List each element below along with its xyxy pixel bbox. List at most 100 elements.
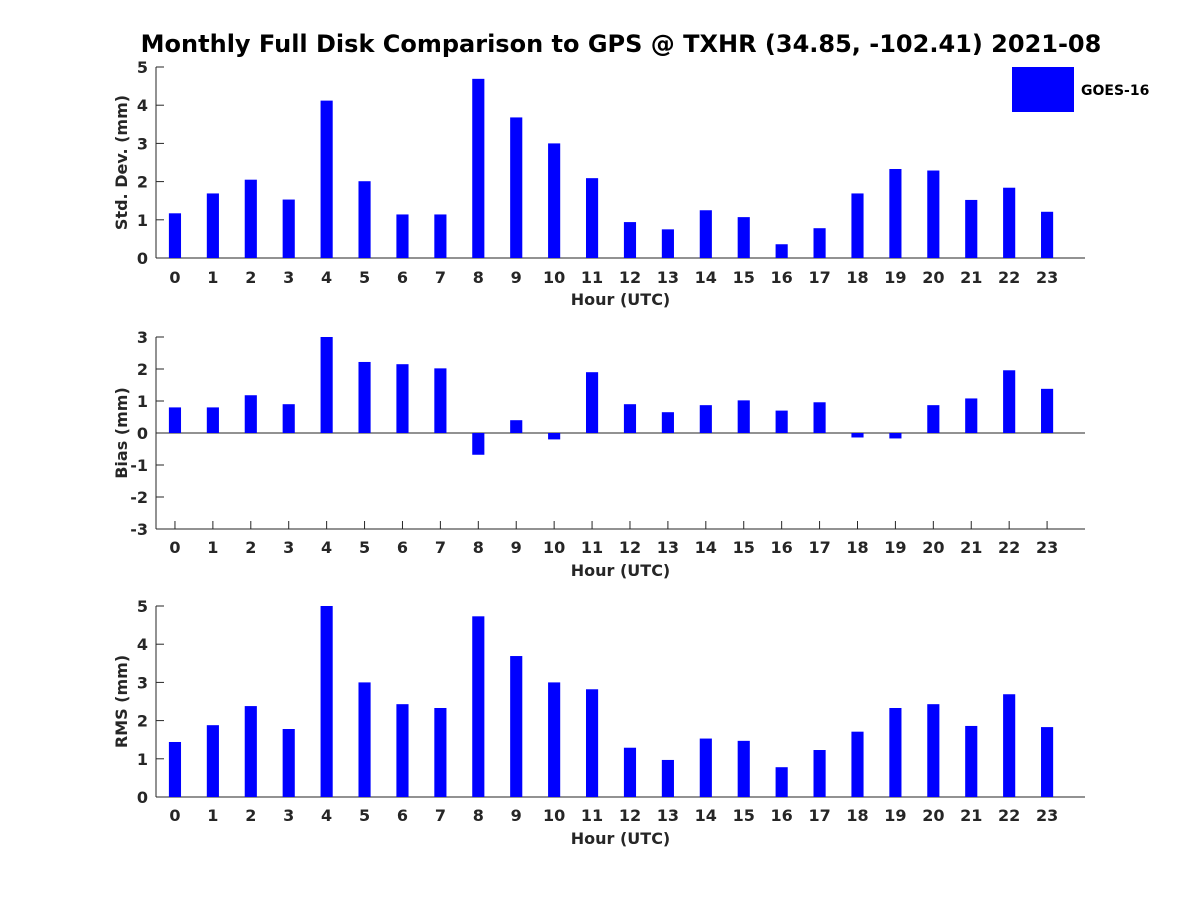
- panel-2-y-tick-label: -1: [130, 456, 148, 475]
- panel-3-y-tick-label: 4: [137, 635, 148, 654]
- panel-3-x-tick-label: 16: [771, 806, 793, 825]
- panel-2-bar-23: [1041, 388, 1054, 433]
- panel-1-x-tick-label: 9: [511, 268, 522, 287]
- panel-1-x-tick-label: 12: [619, 268, 641, 287]
- panel-3-bar-12: [623, 747, 637, 797]
- figure-title: Monthly Full Disk Comparison to GPS @ TX…: [140, 30, 1102, 58]
- panel-3-bar-2: [244, 706, 257, 797]
- panel-3-y-axis-label: RMS (mm): [112, 655, 131, 748]
- legend-label: GOES-16: [1081, 83, 1149, 99]
- panel-2-bar-16: [775, 410, 788, 433]
- panel-3-x-tick-label: 11: [581, 806, 603, 825]
- panel-1-bar-6: [396, 214, 409, 258]
- panel-1-bar-23: [1041, 211, 1054, 258]
- panel-3-bar-10: [548, 682, 561, 797]
- panel-3-x-axis-label: Hour (UTC): [571, 829, 671, 848]
- panel-1-x-tick-label: 13: [657, 268, 679, 287]
- panel-3-x-tick-label: 5: [359, 806, 370, 825]
- panel-3-bar-11: [585, 689, 599, 797]
- panel-2-x-axis-label: Hour (UTC): [571, 561, 671, 580]
- panel-1-x-tick-label: 0: [169, 268, 180, 287]
- panel-3-bar-8: [472, 616, 485, 797]
- panel-1-x-tick-label: 10: [543, 268, 565, 287]
- panel-1-bar-15: [737, 217, 750, 258]
- panel-3-x-tick-label: 3: [283, 806, 294, 825]
- panel-1-bar-5: [358, 181, 371, 258]
- panel-1-x-axis-label: Hour (UTC): [571, 290, 671, 309]
- panel-2-bar-11: [585, 372, 599, 433]
- panel-3-x-tick-label: 1: [207, 806, 218, 825]
- panel-3-x-tick-label: 6: [397, 806, 408, 825]
- panel-2-bar-15: [737, 400, 750, 433]
- panel-3-x-tick-label: 23: [1036, 806, 1058, 825]
- panel-1-x-tick-label: 7: [435, 268, 446, 287]
- panel-3-bar-0: [168, 741, 182, 797]
- panel-1-x-tick-label: 16: [771, 268, 793, 287]
- panel-3-x-tick-label: 21: [960, 806, 982, 825]
- panel-3-x-tick-label: 22: [998, 806, 1020, 825]
- panel-2-bar-20: [927, 405, 940, 433]
- panel-3-x-tick-label: 7: [435, 806, 446, 825]
- panel-2-y-tick-label: 1: [137, 392, 148, 411]
- panel-3-bar-14: [699, 738, 712, 797]
- panel-1-bar-18: [851, 193, 864, 258]
- panel-2-x-tick-label: 5: [359, 538, 370, 557]
- panel-3-x-tick-label: 8: [473, 806, 484, 825]
- panel-2-bar-9: [510, 420, 523, 433]
- panel-3-x-tick-label: 15: [733, 806, 755, 825]
- panel-2-x-tick-label: 11: [581, 538, 603, 557]
- panel-2-y-tick-label: -2: [130, 488, 148, 507]
- panel-3-y-tick-label: 1: [137, 750, 148, 769]
- panel-1-bar-8: [472, 78, 485, 258]
- legend-swatch: [1012, 67, 1074, 112]
- panel-1-x-tick-label: 20: [922, 268, 944, 287]
- panel-1-x-tick-label: 21: [960, 268, 982, 287]
- panel-3-bar-23: [1041, 727, 1054, 797]
- panel-1-x-tick-label: 23: [1036, 268, 1058, 287]
- panel-3-y-tick-label: 0: [137, 788, 148, 807]
- panel-1-y-tick-label: 0: [137, 249, 148, 268]
- panel-3-bar-19: [889, 707, 902, 797]
- panel-3-bar-9: [510, 656, 523, 797]
- panel-1-bar-21: [965, 199, 978, 258]
- panel-1-bar-1: [206, 193, 219, 258]
- panel-1-bar-2: [244, 179, 257, 258]
- panel-2-x-tick-label: 12: [619, 538, 641, 557]
- panel-2-x-tick-label: 19: [884, 538, 906, 557]
- panel-1-bar-11: [585, 178, 599, 258]
- panel-3-y-tick-label: 3: [137, 673, 148, 692]
- panel-1-x-tick-label: 6: [397, 268, 408, 287]
- panel-2-bar-5: [358, 361, 371, 433]
- panel-2-bar-3: [282, 404, 295, 433]
- panel-1-bar-0: [168, 213, 182, 258]
- panel-1-bar-22: [1003, 187, 1016, 258]
- panel-2-bar-13: [661, 412, 674, 433]
- panel-3-x-tick-label: 13: [657, 806, 679, 825]
- panel-2-bar-2: [244, 395, 257, 433]
- panel-1-x-tick-label: 14: [695, 268, 717, 287]
- panel-2-bar-8: [472, 433, 485, 455]
- panel-3-bar-18: [851, 731, 864, 797]
- panel-2-x-tick-label: 23: [1036, 538, 1058, 557]
- panel-1-x-tick-label: 3: [283, 268, 294, 287]
- panel-3-x-tick-label: 14: [695, 806, 717, 825]
- panel-3-bar-7: [434, 707, 447, 797]
- panel-1-y-tick-label: 3: [137, 134, 148, 153]
- panel-2-x-tick-label: 8: [473, 538, 484, 557]
- panel-1-bar-3: [282, 199, 295, 258]
- panel-2-x-tick-label: 0: [169, 538, 180, 557]
- panel-1-x-tick-label: 11: [581, 268, 603, 287]
- panel-3-x-tick-label: 18: [846, 806, 868, 825]
- panel-1-bar-12: [623, 222, 637, 258]
- panel-3-x-tick-label: 4: [321, 806, 332, 825]
- panel-2-y-axis-label: Bias (mm): [112, 387, 131, 479]
- panel-1-y-tick-label: 5: [137, 58, 148, 77]
- panel-1-x-tick-label: 22: [998, 268, 1020, 287]
- panel-3-x-tick-label: 19: [884, 806, 906, 825]
- panel-3-x-tick-label: 9: [511, 806, 522, 825]
- panel-3-bar-15: [737, 740, 750, 797]
- panel-1-bar-19: [889, 168, 902, 258]
- panel-2-bar-17: [813, 402, 826, 433]
- panel-2-bar-6: [396, 364, 409, 433]
